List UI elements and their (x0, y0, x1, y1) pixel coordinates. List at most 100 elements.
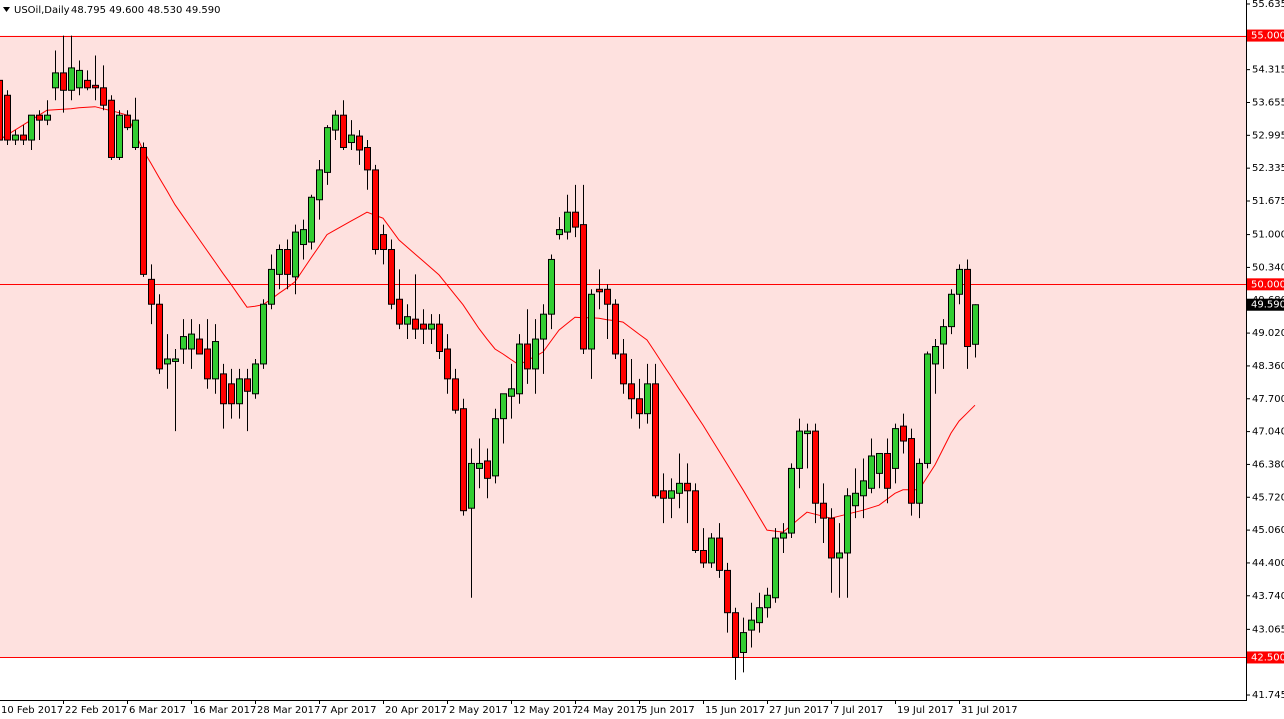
x-tick-label: 27 Jun 2017 (769, 705, 829, 716)
candle-body-down (220, 373, 227, 405)
candle-body-up (548, 258, 555, 315)
candle-body-up (260, 303, 267, 365)
candle-body-up (164, 358, 171, 365)
candle-body-up (12, 134, 19, 141)
candle-body-down (204, 348, 211, 380)
candle-body-down (60, 72, 67, 91)
candle-body-down (380, 234, 387, 251)
candle-body-down (684, 482, 691, 492)
level-label-box (1247, 278, 1284, 291)
y-tick-label: 52.995 (1252, 130, 1284, 141)
y-tick-label: 51.675 (1252, 196, 1284, 207)
candle-body-up (772, 537, 779, 599)
candle-body-up (924, 353, 931, 464)
candle-body-down (460, 408, 467, 512)
candle-body-down (908, 438, 915, 504)
candle-body-up (532, 338, 539, 370)
candle-body-up (956, 268, 963, 295)
candle-body-up (764, 594, 771, 609)
level-label-box (1247, 651, 1284, 664)
candle-body-up (116, 114, 123, 158)
level-label: 55.000 (1251, 31, 1284, 42)
candle-body-down (388, 249, 395, 305)
chart-title: USOil,Daily (14, 5, 70, 16)
candle-body-up (500, 393, 507, 420)
candle-body-down (484, 460, 491, 479)
y-tick-label: 44.400 (1252, 558, 1284, 569)
candle-body-up (428, 323, 435, 330)
candle-body-down (612, 303, 619, 355)
ohlc-readout: 48.795 49.600 48.530 49.590 (71, 5, 221, 16)
candle-body-up (44, 114, 51, 121)
candle-body-up (516, 343, 523, 395)
candle-body-down (372, 169, 379, 251)
candle-body-up (948, 293, 955, 328)
x-tick-label: 16 Mar 2017 (193, 705, 256, 716)
y-tick-label: 51.000 (1252, 230, 1284, 241)
candle-body-down (620, 353, 627, 385)
candle-body-down (364, 147, 371, 171)
candle-body-up (796, 430, 803, 469)
candle-body-up (644, 383, 651, 415)
y-tick-label: 43.065 (1252, 624, 1284, 635)
candle-body-down (580, 224, 587, 350)
candle-body-up (740, 632, 747, 653)
candle-body-up (556, 229, 563, 236)
candle-body-up (332, 114, 339, 131)
candle-body-up (476, 462, 483, 469)
candle-body-up (252, 363, 259, 395)
x-tick-label: 10 Feb 2017 (1, 705, 63, 716)
candle-body-down (356, 135, 363, 151)
y-tick-label: 53.655 (1252, 97, 1284, 108)
candle-body-down (340, 114, 347, 149)
candle-body-up (348, 134, 355, 144)
candle-body-down (436, 323, 443, 352)
candle-body-down (572, 211, 579, 228)
y-tick-label: 45.060 (1252, 525, 1284, 536)
candle-body-down (964, 268, 971, 348)
y-tick-label: 43.740 (1252, 591, 1284, 602)
candle-body-down (660, 490, 667, 499)
last-price-box (1247, 298, 1284, 311)
symbol-menu-icon[interactable] (3, 7, 10, 12)
candle-body-up (468, 462, 475, 509)
candle-body-down (148, 278, 155, 305)
candle-body-down (108, 99, 115, 158)
candle-body-down (884, 452, 891, 489)
x-tick-label: 6 Mar 2017 (129, 705, 186, 716)
candle-body-down (444, 348, 451, 380)
y-tick-label: 54.315 (1252, 65, 1284, 76)
y-tick-label: 52.335 (1252, 163, 1284, 174)
candle-body-up (708, 537, 715, 564)
level-label: 50.000 (1251, 279, 1284, 290)
x-tick-label: 31 Jul 2017 (961, 705, 1018, 716)
y-tick-label: 50.340 (1252, 262, 1284, 273)
candle-body-down (652, 383, 659, 497)
x-tick-label: 7 Jul 2017 (833, 705, 883, 716)
candle-body-up (188, 333, 195, 350)
y-tick-label: 49.020 (1252, 328, 1284, 339)
candle-body-down (228, 383, 235, 405)
candle-body-up (676, 482, 683, 494)
candle-body-down (196, 338, 203, 355)
candle-body-up (876, 452, 883, 474)
candle-body-up (940, 326, 947, 345)
y-tick-label: 47.700 (1252, 394, 1284, 405)
candle-body-down (420, 323, 427, 330)
candle-body-up (180, 336, 187, 350)
x-tick-label: 24 May 2017 (577, 705, 642, 716)
candle-body-up (76, 69, 83, 89)
candle-body-up (756, 607, 763, 624)
candle-body-down (92, 84, 99, 89)
candle-body-up (844, 495, 851, 554)
candle-body-down (84, 79, 91, 89)
moving-average-line (0, 106, 976, 533)
candle-body-down (156, 303, 163, 370)
candle-body-down (140, 147, 147, 275)
candle-body-down (716, 537, 723, 571)
candle-body-up (780, 532, 787, 539)
candle-body-up (212, 341, 219, 380)
candle-body-up (324, 127, 331, 173)
level-label-box (1247, 29, 1284, 42)
candle-body-up (932, 346, 939, 365)
